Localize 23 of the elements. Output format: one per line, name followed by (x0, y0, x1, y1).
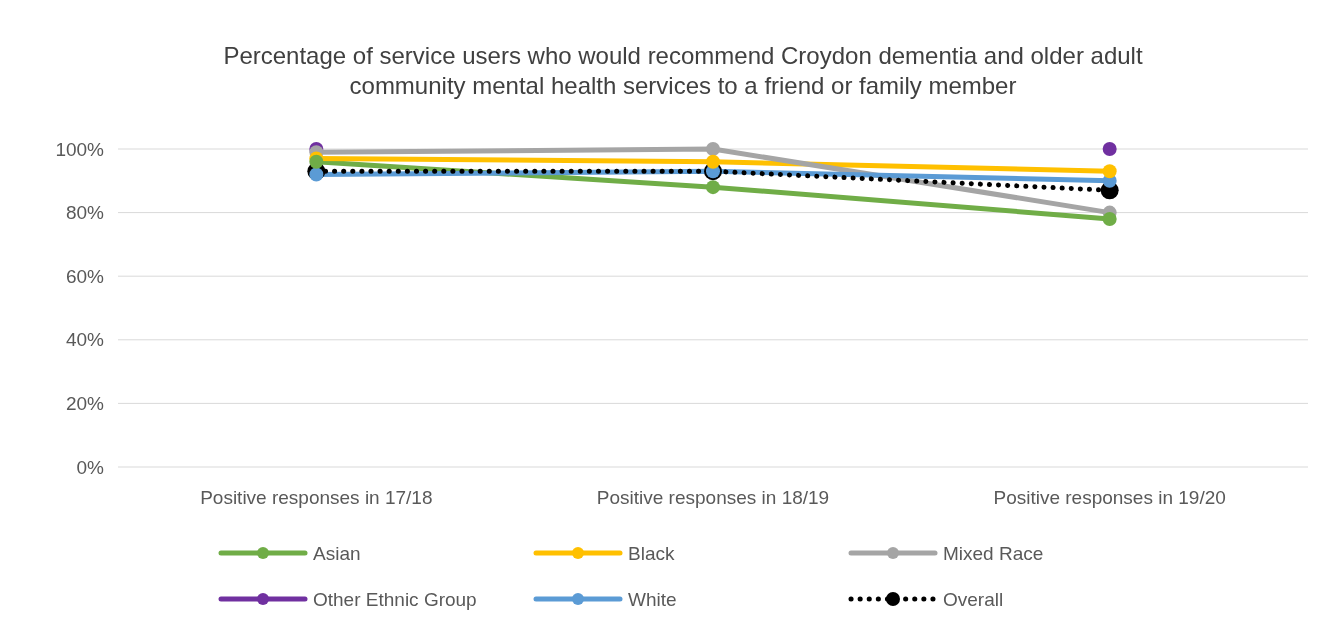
point (706, 180, 720, 195)
legend-label: Other Ethnic Group (313, 588, 477, 610)
chart-title: Percentage of service users who would recommend Croydon dementia and older adult community mental health services to a friend or family member (223, 42, 1143, 99)
point (309, 167, 324, 182)
x-tick-label: Positive responses in 19/20 (993, 487, 1226, 508)
legend-label: White (628, 588, 677, 610)
legend-label: Mixed Race (943, 542, 1044, 564)
legend-label: Asian (313, 542, 361, 564)
x-tick-label: Positive responses in 17/18 (200, 487, 433, 508)
y-tick-label: 20% (65, 393, 105, 415)
point (706, 142, 720, 156)
x-tick-label: Positive responses in 18/19 (596, 487, 830, 508)
legend-label: Overall (943, 588, 1004, 610)
point (1102, 164, 1117, 179)
y-tick-label: 0% (76, 456, 105, 478)
point (1102, 142, 1117, 156)
y-tick-label: 40% (65, 329, 105, 351)
point (1102, 211, 1117, 226)
y-tick-label: 80% (65, 202, 105, 224)
y-tick-label: 100% (55, 138, 105, 160)
point (706, 154, 720, 169)
y-tick-label: 60% (65, 265, 105, 287)
legend-label: Black (628, 542, 675, 564)
